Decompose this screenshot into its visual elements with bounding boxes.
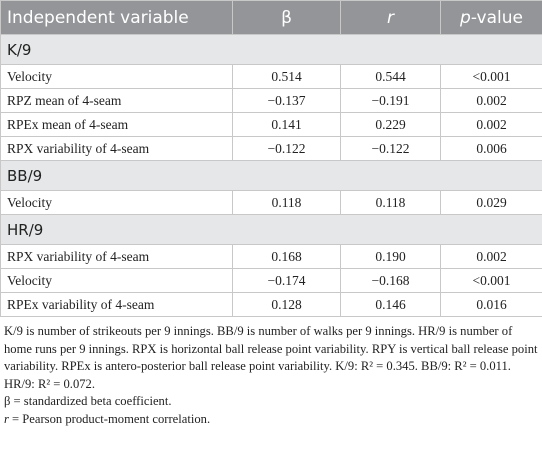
cell: 0.141 [232, 112, 341, 137]
italic-symbol: p [460, 7, 471, 28]
cell: 0.002 [440, 88, 542, 113]
section-row: HR/9 [0, 214, 542, 245]
cell: RPX variability of 4-seam [0, 244, 233, 269]
text: β [281, 7, 292, 28]
footnote: K/9 is number of strikeouts per 9 inning… [4, 323, 538, 393]
cell: 0.128 [232, 292, 341, 317]
section-row: BB/9 [0, 160, 542, 191]
cell: 0.544 [340, 64, 441, 89]
cell: 0.514 [232, 64, 341, 89]
footnote: r = Pearson product-moment correlation. [4, 411, 538, 429]
footnote: β = standardized beta coefficient. [4, 393, 538, 411]
data-row: Velocity 0.514 0.544 <0.001 [0, 64, 542, 89]
text: β = standardized beta coefficient. [4, 394, 172, 408]
data-row: RPZ mean of 4-seam −0.137 −0.191 0.002 [0, 88, 542, 113]
cell: 0.190 [340, 244, 441, 269]
cell: −0.174 [232, 268, 341, 293]
footnotes: K/9 is number of strikeouts per 9 inning… [0, 317, 542, 428]
text: = Pearson product-moment correlation. [8, 411, 211, 426]
cell: 0.118 [340, 190, 441, 215]
header-row: Independent variable β r p-value [0, 0, 542, 35]
cell: 0.146 [340, 292, 441, 317]
cell: 0.002 [440, 112, 542, 137]
cell: −0.122 [340, 136, 441, 161]
cell: <0.001 [440, 268, 542, 293]
cell: RPEx variability of 4-seam [0, 292, 233, 317]
cell: 0.029 [440, 190, 542, 215]
table-body: K/9 Velocity 0.514 0.544 <0.001 RPZ mean of 4… [0, 34, 542, 317]
cell: −0.191 [340, 88, 441, 113]
data-row: RPEx mean of 4-seam 0.141 0.229 0.002 [0, 112, 542, 137]
cell: RPX variability of 4-seam [0, 136, 233, 161]
cell: 0.118 [232, 190, 341, 215]
column-header: r [340, 0, 441, 35]
text: Independent variable [7, 7, 189, 28]
cell: 0.002 [440, 244, 542, 269]
data-row: RPEx variability of 4-seam 0.128 0.146 0.01… [0, 292, 542, 317]
section-row: K/9 [0, 34, 542, 65]
italic-symbol: r [387, 7, 394, 28]
section-title: BB/9 [0, 160, 542, 191]
cell: <0.001 [440, 64, 542, 89]
cell: Velocity [0, 190, 233, 215]
cell: 0.006 [440, 136, 542, 161]
column-header: Independent variable [0, 0, 233, 35]
cell: RPEx mean of 4-seam [0, 112, 233, 137]
text: -value [470, 7, 523, 28]
cell: 0.168 [232, 244, 341, 269]
data-row: RPX variability of 4-seam −0.122 −0.122 0.0… [0, 136, 542, 161]
section-title: HR/9 [0, 214, 542, 245]
cell: Velocity [0, 64, 233, 89]
cell: −0.168 [340, 268, 441, 293]
cell: Velocity [0, 268, 233, 293]
text: K/9 is number of strikeouts per 9 inning… [4, 324, 538, 391]
cell: −0.137 [232, 88, 341, 113]
data-row: Velocity −0.174 −0.168 <0.001 [0, 268, 542, 293]
column-header: β [232, 0, 341, 35]
section-title: K/9 [0, 34, 542, 65]
results-table: Independent variable β r p-value K/9 Velocit… [0, 0, 542, 317]
data-row: RPX variability of 4-seam 0.168 0.190 0.002 [0, 244, 542, 269]
italic-symbol: r [4, 411, 9, 426]
cell: RPZ mean of 4-seam [0, 88, 233, 113]
cell: 0.229 [340, 112, 441, 137]
data-row: Velocity 0.118 0.118 0.029 [0, 190, 542, 215]
column-header: p-value [440, 0, 542, 35]
cell: 0.016 [440, 292, 542, 317]
cell: −0.122 [232, 136, 341, 161]
